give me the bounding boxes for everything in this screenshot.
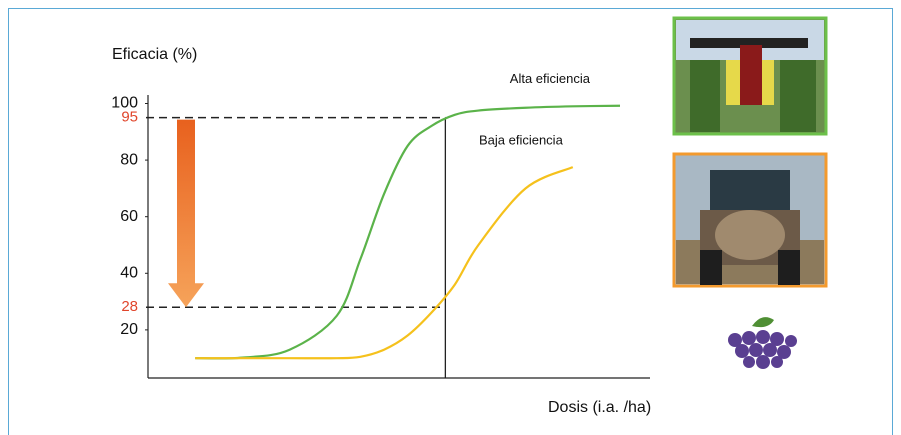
photo-sprayer	[674, 18, 826, 134]
reduction-arrow	[168, 120, 204, 308]
page: {"chart_data": {"type": "line", "y_label…	[0, 0, 901, 435]
y-axis-label: Eficacia (%)	[112, 46, 197, 63]
photo-tractor	[674, 154, 826, 286]
x-axis-label: Dosis (i.a. /ha)	[548, 399, 651, 416]
reference-label: 95	[121, 109, 138, 126]
y-tick-label: 60	[120, 208, 138, 225]
series-label: Baja eficiencia	[479, 133, 564, 148]
y-tick-label: 40	[120, 265, 138, 282]
chart: Eficacia (%) Dosis (i.a. /ha) 2040608010…	[0, 0, 901, 435]
y-tick-label: 20	[120, 321, 138, 338]
grapes-icon	[728, 317, 797, 369]
reference-label: 28	[121, 298, 138, 315]
y-tick-label: 80	[120, 151, 138, 168]
series-label: Alta eficiencia	[510, 71, 591, 86]
